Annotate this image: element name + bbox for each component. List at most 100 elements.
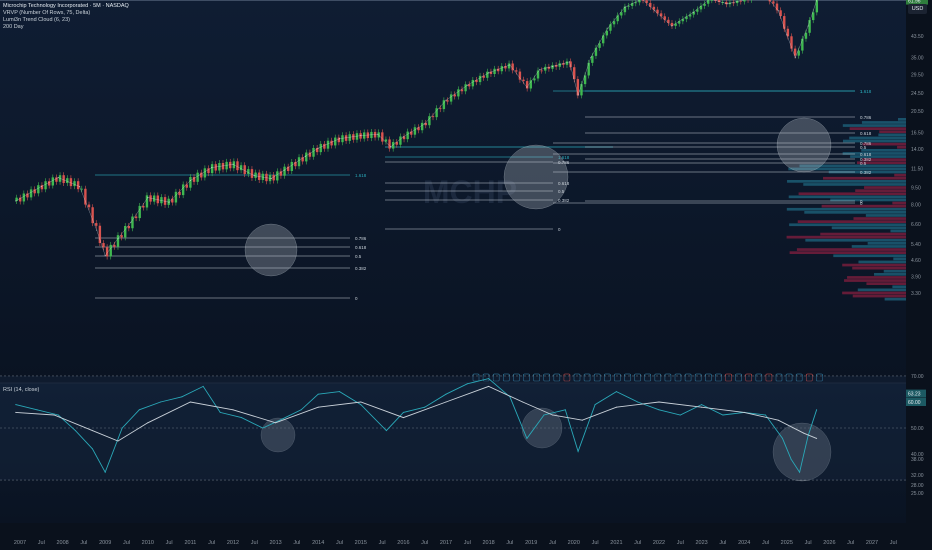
candle-body bbox=[73, 181, 76, 187]
earnings-event-marker bbox=[775, 373, 783, 382]
volume-profile-bar bbox=[878, 133, 906, 137]
candle-body bbox=[569, 61, 572, 68]
candle-body bbox=[69, 178, 73, 187]
candle-body bbox=[109, 244, 112, 257]
volume-profile-bar bbox=[893, 257, 906, 261]
candle-body bbox=[594, 47, 598, 56]
fib-level-label: 0.618 bbox=[860, 152, 872, 157]
price-point bbox=[168, 201, 170, 203]
rsi-ma-point bbox=[743, 411, 745, 413]
x-tick-label: Jul bbox=[293, 540, 300, 546]
volume-profile-bar bbox=[798, 192, 906, 196]
fib-level-label: 0.786 bbox=[860, 115, 872, 120]
rsi-ma-point bbox=[15, 411, 17, 413]
candle-body bbox=[468, 84, 471, 87]
candle-body bbox=[732, 2, 735, 4]
candle-body bbox=[439, 108, 442, 110]
candle-body bbox=[178, 191, 181, 196]
rsi-point bbox=[701, 404, 703, 406]
x-tick-label: Jul bbox=[805, 540, 812, 546]
candle-body bbox=[250, 169, 254, 178]
price-point bbox=[786, 34, 788, 36]
candle-body bbox=[207, 168, 210, 174]
rsi-point bbox=[782, 437, 784, 439]
indicator-trend-cloud[interactable]: Lumi3n Trend Cloud (6, 23) bbox=[3, 17, 70, 23]
earnings-event-marker bbox=[765, 373, 773, 382]
candle-body bbox=[301, 157, 304, 162]
indicator-200-day[interactable]: 200 Day bbox=[3, 24, 24, 30]
currency-button[interactable]: USD bbox=[908, 4, 927, 14]
earnings-event-marker bbox=[694, 373, 702, 382]
rsi-point bbox=[385, 430, 387, 432]
rsi-ma-point bbox=[53, 414, 55, 416]
price-badge-label: 61.96 bbox=[908, 0, 921, 5]
candle-body bbox=[562, 63, 565, 65]
candle-body bbox=[51, 177, 55, 186]
candle-body bbox=[797, 50, 800, 56]
x-tick-label: 2022 bbox=[653, 540, 665, 546]
candle-body bbox=[279, 171, 283, 176]
price-point bbox=[726, 3, 728, 5]
candle-body bbox=[116, 235, 120, 247]
volume-profile-bar bbox=[852, 294, 906, 298]
rsi-point bbox=[543, 414, 545, 416]
candle-body bbox=[573, 67, 576, 80]
candle-body bbox=[391, 142, 395, 149]
candle-body bbox=[156, 195, 160, 204]
candle-body bbox=[315, 147, 319, 153]
candle-body bbox=[652, 6, 656, 10]
x-tick-label: 2021 bbox=[610, 540, 622, 546]
volume-profile-bar bbox=[849, 136, 906, 140]
rsi-title[interactable]: RSI (14, close) bbox=[3, 387, 40, 393]
candle-body bbox=[580, 84, 583, 96]
candle-body bbox=[482, 75, 485, 78]
x-tick-label: Jul bbox=[890, 540, 897, 546]
price-point bbox=[539, 69, 541, 71]
candle-body bbox=[601, 35, 605, 44]
price-tick-label: 24.50 bbox=[911, 91, 924, 97]
x-tick-label: 2015 bbox=[355, 540, 367, 546]
earnings-event-marker bbox=[735, 373, 742, 382]
candle-body bbox=[134, 216, 138, 219]
candle-body bbox=[181, 184, 185, 196]
candle-body bbox=[124, 226, 127, 238]
candle-body bbox=[76, 181, 80, 190]
candle-body bbox=[323, 143, 326, 149]
x-tick-label: 2013 bbox=[269, 540, 281, 546]
candle-body bbox=[210, 164, 214, 174]
candle-body bbox=[656, 9, 659, 14]
earnings-event-marker bbox=[563, 373, 571, 382]
candle-body bbox=[330, 140, 333, 146]
candle-body bbox=[19, 197, 22, 202]
candle-body bbox=[406, 131, 409, 140]
earnings-event-marker bbox=[755, 373, 763, 382]
candle-body bbox=[15, 197, 18, 202]
price-point bbox=[671, 25, 673, 27]
volume-profile-bar bbox=[850, 155, 906, 158]
volume-profile-bar bbox=[833, 254, 906, 258]
earnings-event-marker bbox=[674, 373, 682, 382]
x-tick-label: 2019 bbox=[525, 540, 537, 546]
rsi-point bbox=[637, 401, 639, 403]
x-tick-label: Jul bbox=[677, 540, 684, 546]
earnings-event-marker bbox=[644, 373, 652, 382]
candle-body bbox=[507, 63, 511, 69]
candle-body bbox=[649, 2, 652, 7]
symbol-title[interactable]: Microchip Technology Incorporated · 5M ·… bbox=[3, 3, 129, 9]
price-point bbox=[402, 136, 404, 138]
indicator-vrvp[interactable]: VRVP (Number Of Rows, 75, Delta) bbox=[3, 10, 91, 16]
volume-profile-bar bbox=[879, 130, 906, 134]
candle-body bbox=[402, 136, 406, 140]
rsi-tick-label: 32.00 bbox=[911, 473, 924, 479]
price-point bbox=[104, 255, 106, 257]
candle-body bbox=[804, 32, 808, 39]
candle-body bbox=[272, 174, 275, 181]
earnings-event-marker bbox=[553, 373, 561, 382]
earnings-event-marker bbox=[664, 373, 672, 382]
x-tick-label: Jul bbox=[464, 540, 471, 546]
x-tick-label: Jul bbox=[762, 540, 769, 546]
price-tick-label: 5.40 bbox=[911, 242, 921, 248]
candle-body bbox=[66, 178, 69, 184]
fib-level-label: 1 bbox=[860, 89, 863, 94]
